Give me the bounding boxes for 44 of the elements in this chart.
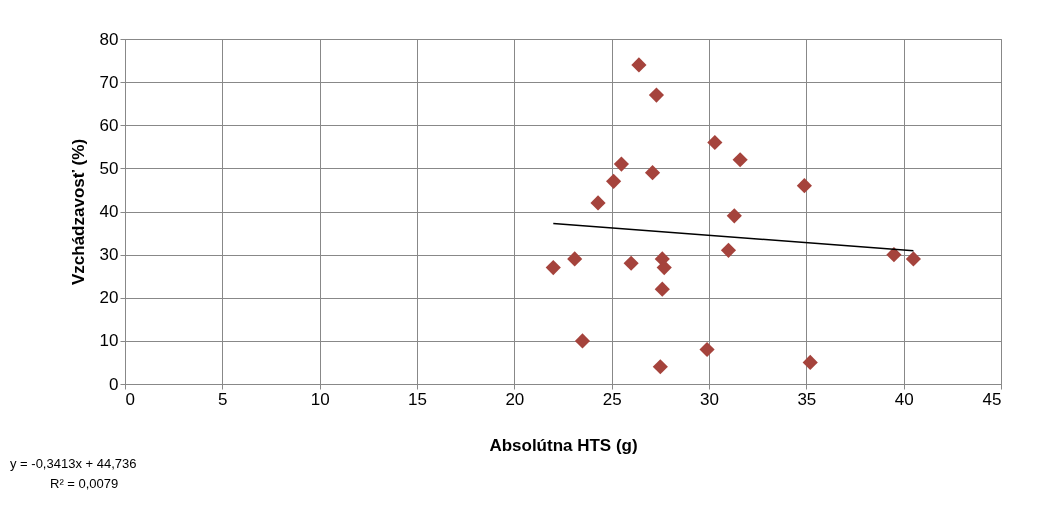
point [699, 341, 715, 358]
point [905, 251, 921, 267]
x-tick-label: 40 [894, 389, 914, 409]
point [886, 247, 902, 263]
point [606, 173, 622, 189]
x-tick-label: 10 [310, 389, 330, 409]
text: R² = 0,0079 [50, 476, 119, 491]
point [707, 134, 723, 151]
point [720, 242, 737, 258]
y-tick-label: 60 [99, 115, 119, 135]
y-tick-label: 20 [99, 288, 119, 308]
x-tick-label: 15 [408, 389, 427, 409]
point [648, 87, 665, 103]
x-tick-label: 30 [700, 389, 719, 409]
x-tick-label: 25 [602, 389, 622, 409]
x-tick-label: 20 [505, 389, 525, 409]
x-axis-title: Absolútna HTS (g) [489, 435, 638, 455]
point [654, 281, 670, 297]
x-tick-label: 35 [797, 389, 817, 409]
point [590, 195, 606, 211]
point [732, 152, 748, 168]
point [545, 259, 561, 276]
y-tick-label: 70 [99, 72, 119, 92]
point [644, 165, 661, 181]
point [623, 255, 639, 271]
point [567, 251, 583, 267]
point [652, 359, 668, 375]
y-axis-title: Vzchádzavosť (%) [68, 138, 88, 286]
x-tick-label: 45 [982, 389, 1002, 409]
y-tick-label: 30 [99, 245, 119, 265]
x-tick-label: 5 [218, 389, 228, 409]
x-tick-label: 0 [125, 389, 135, 409]
y-tick-label: 0 [109, 374, 119, 394]
point [574, 333, 591, 349]
y-tick-label: 80 [99, 29, 119, 49]
y-tick-label: 50 [99, 158, 119, 178]
y-tick-label: 40 [99, 202, 119, 221]
point [631, 57, 647, 73]
point [613, 156, 629, 172]
y-tick-label: 10 [99, 331, 119, 351]
point [726, 208, 742, 224]
text: y = -0,3413x + 44,736 [10, 456, 137, 471]
point [802, 354, 818, 371]
point [796, 178, 812, 194]
